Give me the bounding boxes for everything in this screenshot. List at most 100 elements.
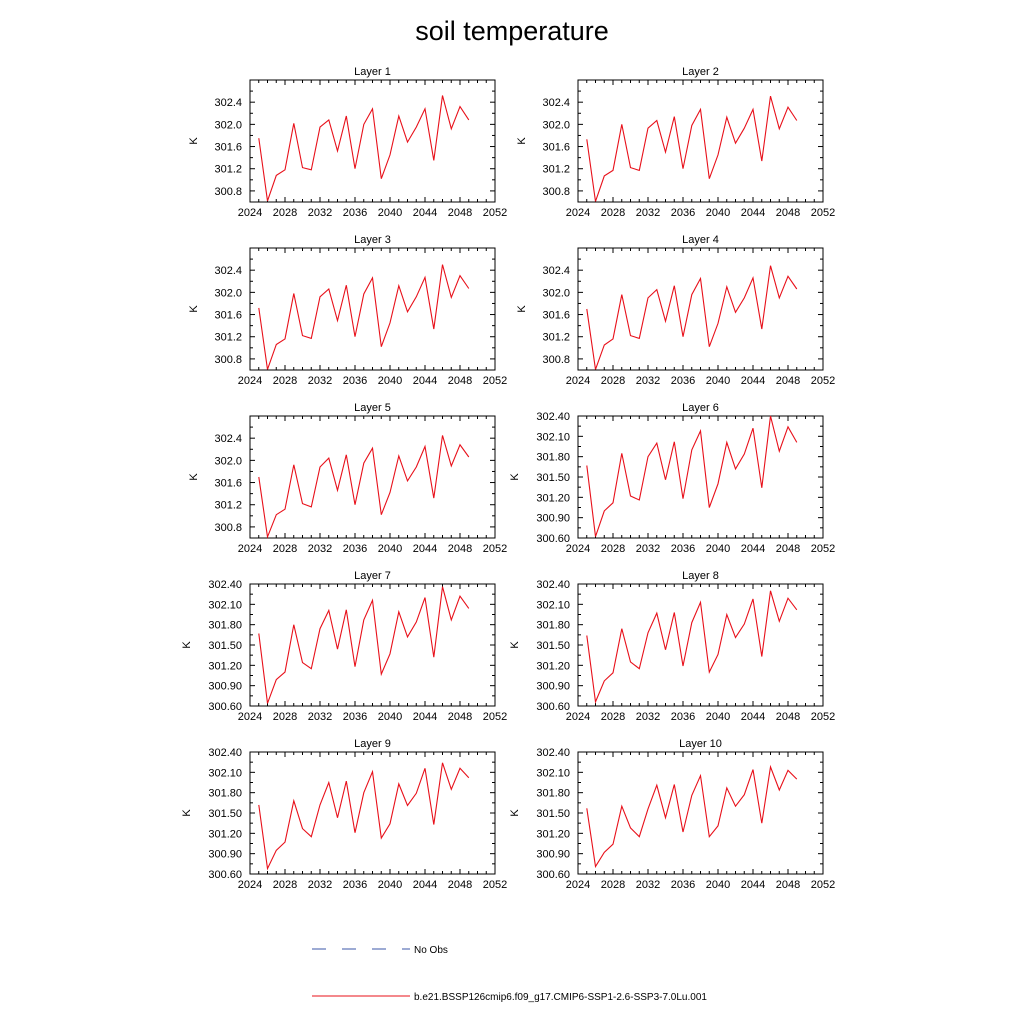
plot-frame (577, 247, 824, 371)
x-tick-label: 2028 (601, 375, 625, 387)
y-axis-label: K (188, 473, 200, 481)
panels: Layer 1 2024 2028 2032 2036 2040 2044 2048 2052 3… (181, 66, 835, 891)
x-tick-label: 2032 (308, 711, 332, 723)
series-line (586, 590, 798, 704)
y-axis-label: K (188, 137, 200, 145)
panel-title: Layer 10 (679, 738, 722, 750)
x-tick-label: 2052 (483, 711, 507, 723)
y-tick-label: 301.50 (208, 808, 242, 820)
x-tick-label: 2036 (343, 879, 367, 891)
x-tick-label: 2044 (413, 543, 437, 555)
y-axis-label: K (516, 137, 528, 145)
x-tick-label: 2040 (378, 543, 402, 555)
y-tick-label: 302.4 (214, 97, 242, 109)
x-tick-label: 2028 (601, 207, 625, 219)
y-axis-label: K (509, 641, 521, 649)
panel-layer-4: Layer 4 2024 2028 2032 2036 2040 2044 2048 2052 3… (516, 234, 835, 387)
y-tick-label: 302.0 (214, 119, 242, 131)
y-tick-label: 301.6 (214, 310, 242, 322)
y-tick-label: 300.90 (536, 681, 570, 693)
x-tick-label: 2028 (273, 543, 297, 555)
x-tick-label: 2024 (566, 543, 590, 555)
x-tick-label: 2036 (671, 711, 695, 723)
x-tick-label: 2036 (671, 543, 695, 555)
panel-layer-7: Layer 7 2024 2028 2032 2036 2040 2044 2048 2052 3… (181, 570, 507, 723)
y-tick-label: 301.6 (214, 478, 242, 490)
x-tick-label: 2044 (741, 207, 765, 219)
x-tick-label: 2048 (776, 543, 800, 555)
y-tick-label: 301.2 (542, 332, 570, 344)
x-tick-label: 2052 (811, 879, 835, 891)
x-tick-label: 2036 (671, 375, 695, 387)
x-tick-label: 2044 (413, 207, 437, 219)
x-tick-label: 2028 (273, 711, 297, 723)
y-tick-label: 302.40 (536, 579, 570, 591)
x-tick-label: 2040 (706, 543, 730, 555)
legend: No Obs b.e21.BSSP126cmip6.f09_g17.CMIP6-… (312, 945, 707, 1003)
y-tick-label: 301.20 (208, 828, 242, 840)
figure-title: soil temperature (415, 16, 609, 46)
x-tick-label: 2032 (636, 543, 660, 555)
series-line (258, 586, 470, 704)
y-tick-label: 302.4 (214, 433, 242, 445)
y-tick-label: 300.60 (536, 701, 570, 713)
x-tick-label: 2028 (601, 879, 625, 891)
y-tick-label: 302.0 (542, 119, 570, 131)
panel-title: Layer 4 (682, 234, 719, 246)
y-tick-label: 301.6 (542, 142, 570, 154)
series-line (258, 264, 470, 370)
y-tick-label: 301.50 (536, 808, 570, 820)
x-tick-label: 2032 (308, 879, 332, 891)
y-axis-label: K (181, 641, 193, 649)
y-axis-label: K (181, 809, 193, 817)
x-tick-label: 2036 (343, 711, 367, 723)
x-tick-label: 2040 (706, 711, 730, 723)
series-line (586, 415, 798, 537)
series-line (586, 764, 798, 869)
y-tick-label: 302.40 (536, 747, 570, 759)
y-tick-label: 300.90 (536, 513, 570, 525)
panel-title: Layer 8 (682, 570, 719, 582)
x-tick-label: 2052 (483, 543, 507, 555)
y-tick-label: 301.20 (208, 660, 242, 672)
y-tick-label: 301.2 (214, 500, 242, 512)
y-tick-label: 300.60 (536, 533, 570, 545)
y-tick-label: 302.4 (542, 97, 570, 109)
x-tick-label: 2052 (483, 207, 507, 219)
y-tick-label: 301.20 (536, 492, 570, 504)
x-tick-label: 2044 (741, 375, 765, 387)
x-tick-label: 2044 (741, 879, 765, 891)
x-tick-label: 2024 (566, 207, 590, 219)
x-tick-label: 2032 (308, 207, 332, 219)
y-tick-label: 300.60 (536, 869, 570, 881)
x-tick-label: 2024 (238, 207, 262, 219)
x-tick-label: 2028 (273, 879, 297, 891)
x-tick-label: 2052 (483, 879, 507, 891)
y-tick-label: 302.4 (214, 265, 242, 277)
panel-layer-3: Layer 3 2024 2028 2032 2036 2040 2044 2048 2052 3… (188, 234, 507, 387)
y-tick-label: 301.6 (214, 142, 242, 154)
y-axis-label: K (188, 305, 200, 313)
x-tick-label: 2024 (238, 879, 262, 891)
panel-title: Layer 1 (354, 66, 391, 78)
x-tick-label: 2028 (601, 711, 625, 723)
plot-frame (577, 79, 824, 203)
x-tick-label: 2024 (238, 375, 262, 387)
x-tick-label: 2028 (273, 375, 297, 387)
x-tick-label: 2040 (706, 879, 730, 891)
x-tick-label: 2052 (811, 207, 835, 219)
plot-frame (249, 79, 496, 203)
panel-layer-10: Layer 10 2024 2028 2032 2036 2040 2044 2048 2052… (509, 738, 835, 891)
x-tick-label: 2044 (413, 711, 437, 723)
x-tick-label: 2048 (448, 375, 472, 387)
x-tick-label: 2048 (776, 207, 800, 219)
x-tick-label: 2036 (343, 375, 367, 387)
x-tick-label: 2032 (636, 711, 660, 723)
y-tick-label: 301.80 (536, 788, 570, 800)
y-tick-label: 302.0 (214, 287, 242, 299)
panel-layer-9: Layer 9 2024 2028 2032 2036 2040 2044 2048 2052 3… (181, 738, 507, 891)
y-tick-label: 300.8 (542, 354, 570, 366)
x-tick-label: 2048 (448, 543, 472, 555)
x-tick-label: 2036 (671, 207, 695, 219)
